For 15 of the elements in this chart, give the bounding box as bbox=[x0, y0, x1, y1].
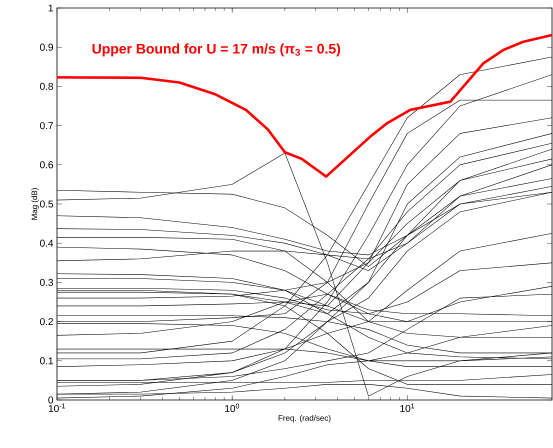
y-tick-label: 0.5 bbox=[40, 200, 54, 208]
y-tick-label: 0.3 bbox=[40, 278, 54, 286]
x-tick-label: 10$^{1}$ bbox=[400, 404, 414, 412]
y-tick-label: 1 bbox=[48, 4, 53, 12]
y-tick-label: 0.2 bbox=[40, 318, 53, 326]
y-tick-label: 0.6 bbox=[40, 161, 54, 168]
series-label: Upper Bound for U = 17 m/s (π$_{3}$ = 0.5) bbox=[92, 43, 340, 56]
y-tick-label: 0.1 bbox=[40, 357, 53, 364]
y-tick-label: 0.4 bbox=[40, 240, 54, 247]
x-tick-label: 10$^{-1}$ bbox=[48, 404, 66, 412]
y-tick-label: 0.7 bbox=[40, 122, 53, 130]
y-tick-label: 0.8 bbox=[40, 82, 54, 90]
x-tick-label: 10$^{0}$ bbox=[225, 404, 240, 412]
y-tick-label: 0.9 bbox=[40, 44, 54, 51]
y-tick-label: 0 bbox=[48, 396, 54, 404]
